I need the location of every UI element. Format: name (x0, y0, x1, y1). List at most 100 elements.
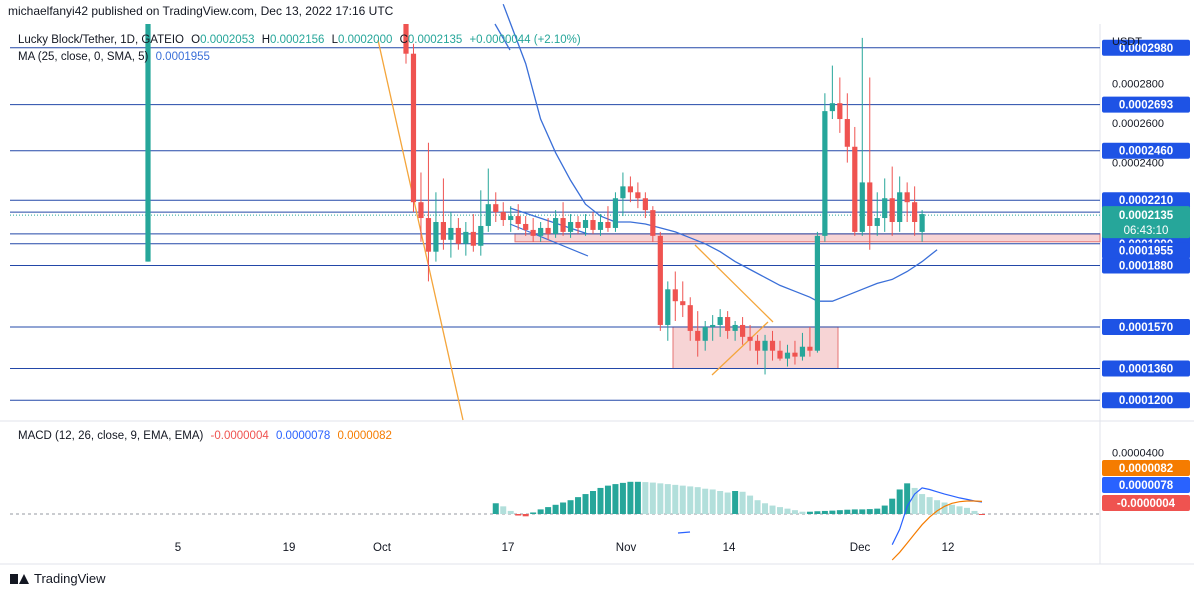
macd-hist-bar (844, 509, 851, 514)
candle (657, 231, 663, 331)
moving-average (494, 3, 938, 302)
candle-body (680, 301, 686, 306)
candle (837, 77, 843, 133)
macd-hist-bar (904, 483, 911, 514)
candle-body (582, 220, 589, 228)
candle (605, 206, 611, 232)
candle (665, 281, 671, 341)
y-tick-label: 0.0002600 (1112, 118, 1164, 130)
candle-body (485, 204, 491, 226)
candle (874, 192, 880, 236)
macd-hist-bar (926, 497, 933, 514)
candle (425, 142, 432, 282)
candle (680, 281, 686, 318)
candle (478, 190, 484, 256)
macd-hist-bar (492, 503, 499, 514)
candle-body (904, 192, 910, 203)
macd-hist-bar (530, 512, 537, 514)
ma-line (502, 3, 938, 302)
candle-body (672, 289, 678, 302)
candle-body (799, 346, 806, 357)
macd-hist-bar (664, 484, 671, 514)
macd-hist-bar (515, 514, 522, 516)
x-tick-label: 19 (283, 542, 296, 554)
macd-hist-bar (777, 507, 783, 514)
macd-hist-bar (791, 510, 798, 514)
price-axis: 0.00029800.00026930.00024600.00022100.00… (1102, 36, 1190, 511)
footer-brand: TradingView (10, 571, 106, 586)
candle (784, 344, 791, 367)
candle (717, 309, 723, 337)
candle (470, 214, 476, 252)
candle (642, 192, 648, 219)
candle-body (844, 119, 850, 147)
macd-hist-bar (642, 482, 649, 514)
last-price-label: 0.0002135 (1119, 210, 1174, 222)
macd-hist-bar (934, 500, 941, 514)
candle (410, 43, 417, 213)
macd-hist-bar (732, 491, 739, 514)
candle (747, 324, 753, 351)
level-price-tag (1102, 39, 1190, 56)
candle-body (695, 330, 701, 341)
candle-body (470, 231, 476, 246)
x-tick-label: Nov (616, 542, 637, 554)
candle (455, 218, 461, 250)
candle-body (145, 24, 151, 262)
macd-hist-value: -0.0000004 (210, 430, 269, 442)
brand-name: TradingView (34, 571, 106, 586)
ma-label: MA (25, close, 0, SMA, 5) (18, 51, 149, 63)
candle (904, 182, 910, 222)
macd-hist-bar (911, 487, 918, 514)
macd-hist-bar (522, 514, 529, 517)
candle-body (425, 218, 432, 252)
macd-hist-bar (866, 509, 873, 514)
macd-hist-bar (747, 495, 754, 514)
y-axis-unit: USDT (1112, 36, 1142, 48)
candle (732, 321, 738, 341)
candle (523, 216, 529, 236)
ohlc-high-label: H (261, 34, 271, 46)
candle-body (590, 220, 596, 230)
level-price-label: 0.0002460 (1119, 146, 1173, 158)
candle-body (627, 186, 633, 193)
macd-line-fragment (677, 531, 691, 534)
candle (844, 93, 850, 163)
macd-hist-bar (694, 487, 701, 514)
macd-hist-bar (769, 505, 776, 514)
candle (792, 340, 798, 365)
macd-hist-bar (949, 504, 956, 514)
ma-line-top (494, 23, 511, 51)
y-tick-label: 0.0002800 (1112, 78, 1164, 90)
candle-body (478, 225, 484, 246)
candle (912, 186, 918, 236)
ohlc-close: 0.0002135 (407, 34, 463, 46)
channel-lower (509, 223, 589, 257)
candle-body (530, 229, 536, 236)
candle-body (560, 218, 566, 232)
macd-hist-bar (537, 509, 544, 514)
macd-hist-bar (956, 506, 963, 514)
ohlc-close-label: C (399, 34, 408, 46)
candle-body (455, 227, 461, 244)
macd-pane (10, 481, 1100, 561)
candle (485, 168, 491, 232)
candle (710, 315, 716, 341)
candle-body (410, 53, 417, 203)
candle-body (754, 340, 761, 351)
candle-body (852, 146, 858, 232)
macd-hist-bar (649, 482, 656, 514)
candle (852, 126, 858, 236)
macd-price-tag (1102, 495, 1190, 511)
candle (620, 172, 626, 217)
candle (889, 166, 895, 236)
macd-hist-bar (634, 481, 641, 514)
x-tick-label: 5 (175, 542, 181, 554)
trendline-ascending (711, 321, 769, 376)
candle-body (440, 222, 446, 240)
macd-hist-bar (821, 510, 828, 514)
candle-body (448, 227, 454, 240)
candle (769, 330, 776, 361)
candle-body (493, 204, 499, 213)
